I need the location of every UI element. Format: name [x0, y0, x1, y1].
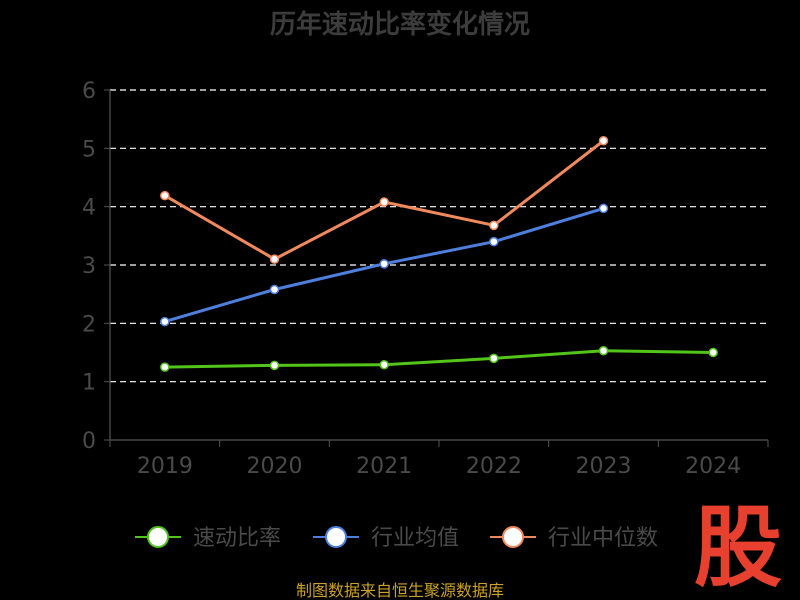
legend-marker: [502, 526, 524, 548]
data-point[interactable]: [598, 136, 609, 146]
data-point[interactable]: [160, 190, 170, 201]
y-tick-label: 3: [82, 254, 96, 279]
series-2: [160, 203, 609, 327]
legend-label: 速动比率: [193, 526, 281, 551]
series-3: [160, 136, 609, 264]
y-tick-label: 5: [82, 137, 96, 162]
y-axis-ticks: 0 1 2 3 4 5 6: [82, 79, 110, 454]
data-point[interactable]: [489, 353, 499, 364]
y-tick-label: 2: [82, 312, 96, 337]
data-point[interactable]: [160, 362, 170, 372]
y-tick-label: 4: [82, 196, 96, 221]
data-point[interactable]: [489, 220, 499, 231]
x-tick-label: 2024: [685, 454, 741, 479]
x-tick-label: 2023: [576, 454, 632, 479]
data-point[interactable]: [598, 346, 609, 356]
series-1: [160, 346, 718, 372]
y-tick-label: 1: [82, 371, 96, 396]
x-tick-label: 2020: [247, 454, 303, 479]
y-tick-label: 0: [82, 429, 96, 454]
legend: 速动比率 行业均值 行业中位数: [135, 526, 658, 551]
series-line: [164, 349, 714, 369]
legend-label: 行业均值: [371, 526, 459, 551]
grid-lines: [110, 89, 768, 383]
x-tick-label: 2022: [466, 454, 522, 479]
data-point[interactable]: [489, 236, 499, 247]
legend-item[interactable]: 行业均值: [313, 526, 459, 551]
legend-label: 行业中位数: [548, 526, 658, 551]
legend-item[interactable]: 速动比率: [135, 526, 281, 551]
data-point[interactable]: [379, 360, 389, 370]
legend-marker: [147, 526, 169, 548]
data-point[interactable]: [269, 254, 280, 264]
data-point[interactable]: [269, 360, 280, 371]
axes: [109, 90, 768, 441]
x-axis-ticks: 2019 2020 2021 2022 2023 2024: [109, 440, 769, 479]
data-point[interactable]: [379, 259, 389, 269]
data-point[interactable]: [708, 347, 718, 358]
legend-item[interactable]: 行业中位数: [490, 526, 658, 551]
y-tick-label: 6: [82, 79, 96, 104]
data-point[interactable]: [379, 197, 389, 207]
source-note: 制图数据来自恒生聚源数据库: [296, 581, 504, 600]
watermark-logo: 股: [694, 496, 782, 599]
series-group: [160, 136, 718, 372]
data-point[interactable]: [598, 203, 609, 214]
x-tick-label: 2019: [137, 454, 193, 479]
data-point[interactable]: [269, 284, 280, 295]
x-tick-label: 2021: [356, 454, 412, 479]
data-point[interactable]: [160, 316, 170, 327]
legend-marker: [325, 526, 347, 548]
chart-title: 历年速动比率变化情况: [270, 9, 530, 40]
